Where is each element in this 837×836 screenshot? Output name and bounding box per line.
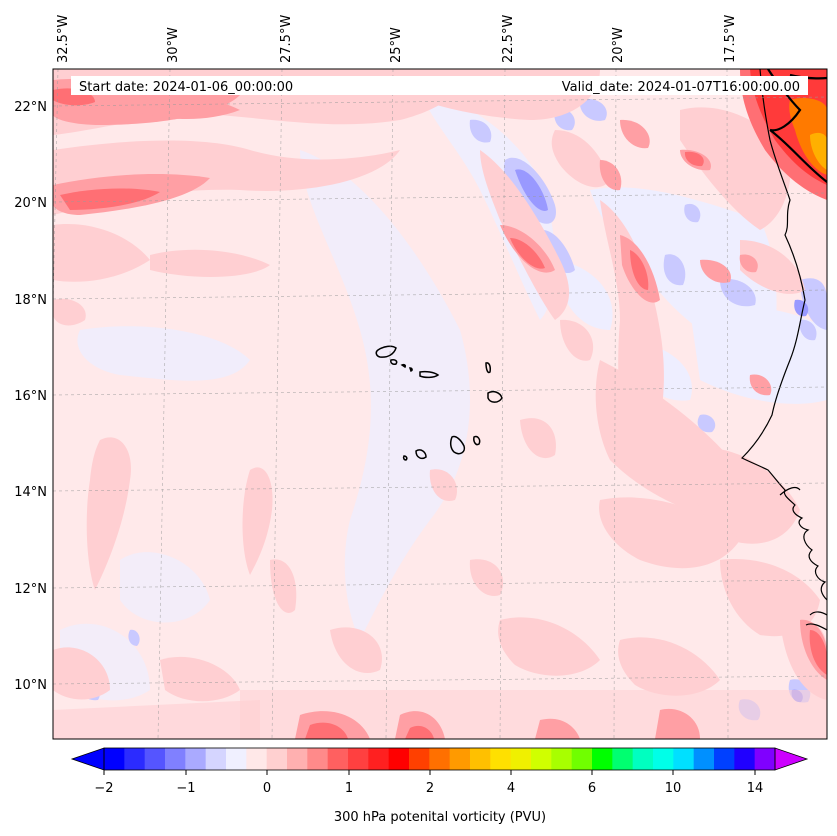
lon-label: 22.5°W xyxy=(501,15,516,63)
cb-tick-label: 0 xyxy=(263,781,271,796)
colorbar-segment xyxy=(409,748,430,770)
colorbar-segment xyxy=(368,748,390,770)
colorbar-segment xyxy=(165,748,186,770)
longitude-labels: 32.5°W 30°W 27.5°W 25°W 22.5°W 20°W 17.5… xyxy=(56,15,738,63)
colorbar-segment xyxy=(307,748,329,770)
start-date-label: Start date: 2024-01-06_00:00:00 xyxy=(79,80,293,95)
lat-label: 20°N xyxy=(14,196,47,211)
colorbar-segment xyxy=(266,748,288,770)
lon-label: 32.5°W xyxy=(56,15,71,63)
lon-label: 27.5°W xyxy=(279,15,294,63)
red-patches xyxy=(53,88,827,739)
colorbar-segment xyxy=(531,748,552,770)
cb-tick-label: −2 xyxy=(94,781,113,796)
colorbar-segment xyxy=(388,748,410,770)
cb-tick-label: −1 xyxy=(176,781,195,796)
colorbar-segment xyxy=(754,748,776,770)
colorbar-segment xyxy=(246,748,268,770)
colorbar-segment xyxy=(144,748,166,770)
latitude-labels: 22°N 20°N 18°N 16°N 14°N 12°N 10°N xyxy=(14,100,47,693)
cb-tick-label: 10 xyxy=(665,781,682,796)
lon-label: 20°W xyxy=(611,27,626,63)
lat-label: 22°N xyxy=(14,100,47,115)
colorbar-segment xyxy=(327,748,349,770)
colorbar-segments xyxy=(104,748,776,770)
colorbar-segment xyxy=(571,748,593,770)
colorbar-segment xyxy=(612,748,634,770)
pv-field: Start date: 2024-01-06_00:00:00 Valid_da… xyxy=(53,69,827,739)
gridlines xyxy=(53,69,827,739)
high-pv-region xyxy=(740,69,827,200)
cb-tick-label: 4 xyxy=(507,781,515,796)
colorbar-over-arrow xyxy=(774,747,809,771)
colorbar-segment xyxy=(693,748,715,770)
colorbar-segment xyxy=(348,748,369,770)
colorbar-under-arrow xyxy=(70,747,105,771)
colorbar-segment xyxy=(632,748,654,770)
colorbar-segment xyxy=(734,748,756,770)
cape-verde-islands xyxy=(375,345,503,461)
colorbar-segment xyxy=(470,748,491,770)
colorbar-segment xyxy=(205,748,227,770)
colorbar-segment xyxy=(673,748,695,770)
colorbar-segment xyxy=(714,748,735,770)
lon-label: 30°W xyxy=(166,27,181,63)
cb-tick-label: 14 xyxy=(747,781,764,796)
cb-tick-label: 6 xyxy=(588,781,596,796)
colorbar-segment xyxy=(226,748,247,770)
colorbar-segment xyxy=(449,748,471,770)
colorbar-segment xyxy=(124,748,146,770)
colorbar-label: 300 hPa potenital vorticity (PVU) xyxy=(334,810,546,825)
cb-tick-label: 2 xyxy=(426,781,434,796)
colorbar-segment xyxy=(287,748,308,770)
lat-label: 10°N xyxy=(14,678,47,693)
lon-label: 25°W xyxy=(389,27,404,63)
colorbar-segment xyxy=(104,748,125,770)
colorbar-segment xyxy=(490,748,512,770)
colorbar: −2 −1 0 1 2 4 6 10 14 300 hPa potenital … xyxy=(70,747,809,825)
map-frame xyxy=(52,68,828,740)
colorbar-frame xyxy=(103,747,776,771)
colorbar-segment xyxy=(185,748,207,770)
lat-label: 14°N xyxy=(14,485,47,500)
valid-date-label: Valid_date: 2024-01-07T16:00:00.00 xyxy=(562,80,800,95)
colorbar-segment xyxy=(551,748,573,770)
colorbar-segment xyxy=(429,748,451,770)
colorbar-segment xyxy=(510,748,532,770)
coastline xyxy=(740,69,827,631)
lat-label: 16°N xyxy=(14,389,47,404)
colorbar-segment xyxy=(592,748,613,770)
colorbar-tick-labels: −2 −1 0 1 2 4 6 10 14 xyxy=(94,781,763,796)
lat-label: 12°N xyxy=(14,582,47,597)
colorbar-ticks xyxy=(103,770,756,775)
lon-label: 17.5°W xyxy=(723,15,738,63)
title-box xyxy=(71,76,808,95)
colorbar-segment xyxy=(653,748,674,770)
cb-tick-label: 1 xyxy=(345,781,353,796)
lat-label: 18°N xyxy=(14,293,47,308)
